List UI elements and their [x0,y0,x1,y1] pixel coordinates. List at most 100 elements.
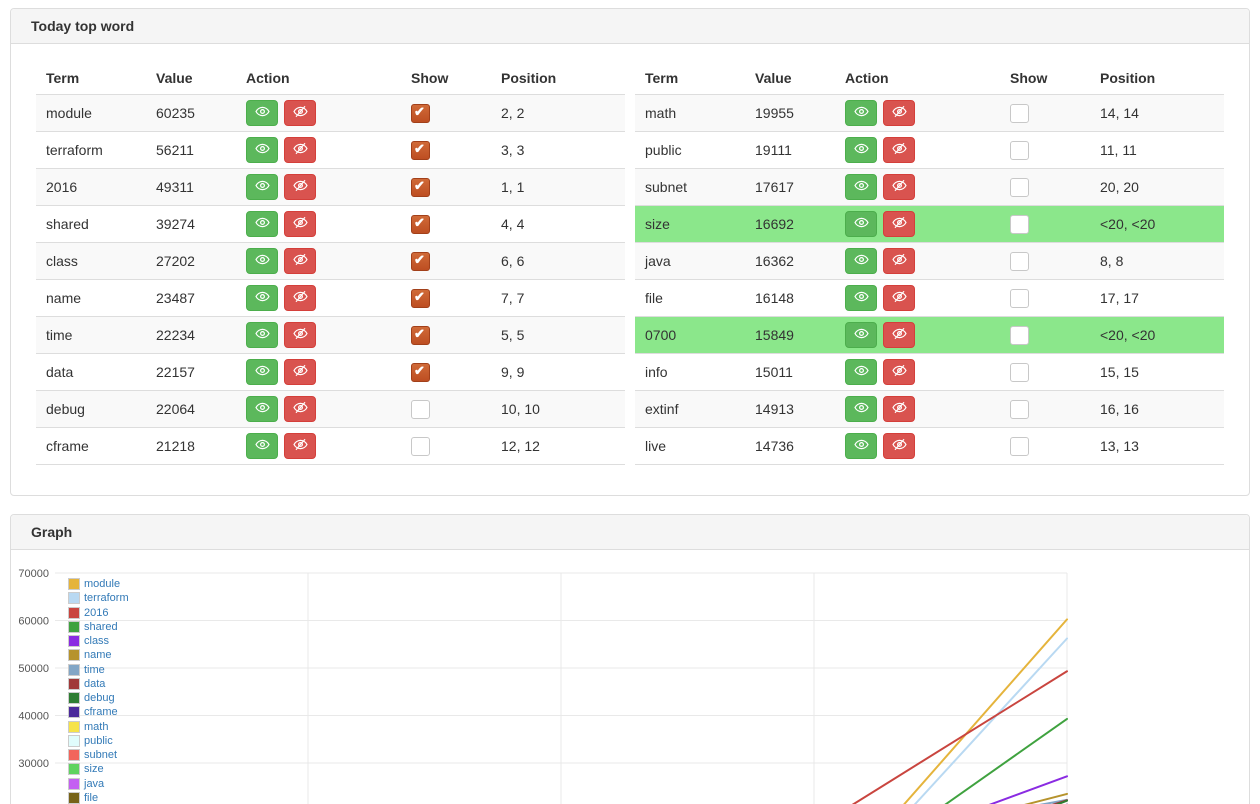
position-cell: 6, 6 [491,242,625,280]
hide-line-button[interactable] [883,174,915,200]
legend-item-size[interactable]: size [68,762,129,776]
show-line-button[interactable] [845,100,877,126]
hide-line-button[interactable] [284,137,316,163]
hide-line-button[interactable] [284,100,316,126]
show-line-button[interactable] [845,359,877,385]
show-line-button[interactable] [246,248,278,274]
show-checkbox[interactable] [411,362,430,382]
show-line-button[interactable] [845,211,877,237]
show-line-button[interactable] [246,396,278,422]
action-cell [835,242,1000,280]
hide-line-button[interactable] [883,322,915,348]
show-line-button[interactable] [845,322,877,348]
show-checkbox[interactable] [1010,103,1029,123]
hide-line-button[interactable] [883,433,915,459]
show-line-button[interactable] [845,285,877,311]
legend-item-debug[interactable]: debug [68,691,129,705]
show-checkbox[interactable] [411,140,430,160]
show-line-button[interactable] [845,137,877,163]
eye-icon [254,215,270,233]
show-line-button[interactable] [246,433,278,459]
show-checkbox[interactable] [1010,288,1029,308]
show-checkbox[interactable] [1010,362,1029,382]
show-line-button[interactable] [246,100,278,126]
legend-item-name[interactable]: name [68,648,129,662]
show-cell [401,316,491,354]
show-line-button[interactable] [845,248,877,274]
legend-item-java[interactable]: java [68,777,129,791]
hide-line-button[interactable] [284,285,316,311]
term-cell: live [635,427,745,465]
legend-swatch [68,777,80,790]
legend-swatch [68,791,80,804]
legend-item-file[interactable]: file [68,791,129,804]
hide-line-button[interactable] [883,285,915,311]
show-checkbox[interactable] [411,436,430,456]
show-checkbox[interactable] [1010,399,1029,419]
show-checkbox[interactable] [411,214,430,234]
eye-slash-icon [292,104,308,122]
term-cell: name [36,279,146,317]
hide-line-button[interactable] [883,211,915,237]
hide-line-button[interactable] [883,100,915,126]
hide-line-button[interactable] [284,248,316,274]
show-checkbox[interactable] [1010,177,1029,197]
show-line-button[interactable] [246,137,278,163]
action-cell [236,205,401,243]
hide-line-button[interactable] [883,137,915,163]
legend-item-data[interactable]: data [68,677,129,691]
eye-icon [853,104,869,122]
show-checkbox[interactable] [411,103,430,123]
legend-item-shared[interactable]: shared [68,620,129,634]
hide-line-button[interactable] [284,211,316,237]
legend-item-public[interactable]: public [68,734,129,748]
show-line-button[interactable] [845,174,877,200]
hide-line-button[interactable] [284,396,316,422]
hide-line-button[interactable] [883,359,915,385]
legend-item-time[interactable]: time [68,663,129,677]
legend-item-module[interactable]: module [68,577,129,591]
show-checkbox[interactable] [1010,214,1029,234]
show-checkbox[interactable] [411,399,430,419]
show-checkbox[interactable] [411,325,430,345]
hide-line-button[interactable] [883,396,915,422]
legend-item-2016[interactable]: 2016 [68,606,129,620]
table-row: subnet 17617 20, 20 [635,168,1224,206]
show-line-button[interactable] [246,211,278,237]
show-checkbox[interactable] [411,288,430,308]
action-cell [835,427,1000,465]
show-cell [401,427,491,465]
hide-line-button[interactable] [284,174,316,200]
legend-item-terraform[interactable]: terraform [68,591,129,605]
show-line-button[interactable] [246,359,278,385]
value-cell: 27202 [146,242,236,280]
show-line-button[interactable] [845,396,877,422]
legend-item-cframe[interactable]: cframe [68,705,129,719]
show-checkbox[interactable] [1010,251,1029,271]
show-checkbox[interactable] [1010,140,1029,160]
position-cell: 12, 12 [491,427,625,465]
show-line-button[interactable] [246,322,278,348]
legend-item-math[interactable]: math [68,720,129,734]
action-cell [236,353,401,391]
show-line-button[interactable] [246,174,278,200]
hide-line-button[interactable] [284,322,316,348]
term-cell: math [635,94,745,132]
hide-line-button[interactable] [284,433,316,459]
show-checkbox[interactable] [411,177,430,197]
legend-item-class[interactable]: class [68,634,129,648]
show-line-button[interactable] [845,433,877,459]
hide-line-button[interactable] [284,359,316,385]
hide-line-button[interactable] [883,248,915,274]
show-checkbox[interactable] [411,251,430,271]
eye-icon [254,289,270,307]
legend-item-subnet[interactable]: subnet [68,748,129,762]
series-line-2016 [851,670,1068,804]
show-line-button[interactable] [246,285,278,311]
series-line-shared [944,717,1068,804]
show-checkbox[interactable] [1010,436,1029,456]
show-cell [1000,168,1090,206]
show-checkbox[interactable] [1010,325,1029,345]
